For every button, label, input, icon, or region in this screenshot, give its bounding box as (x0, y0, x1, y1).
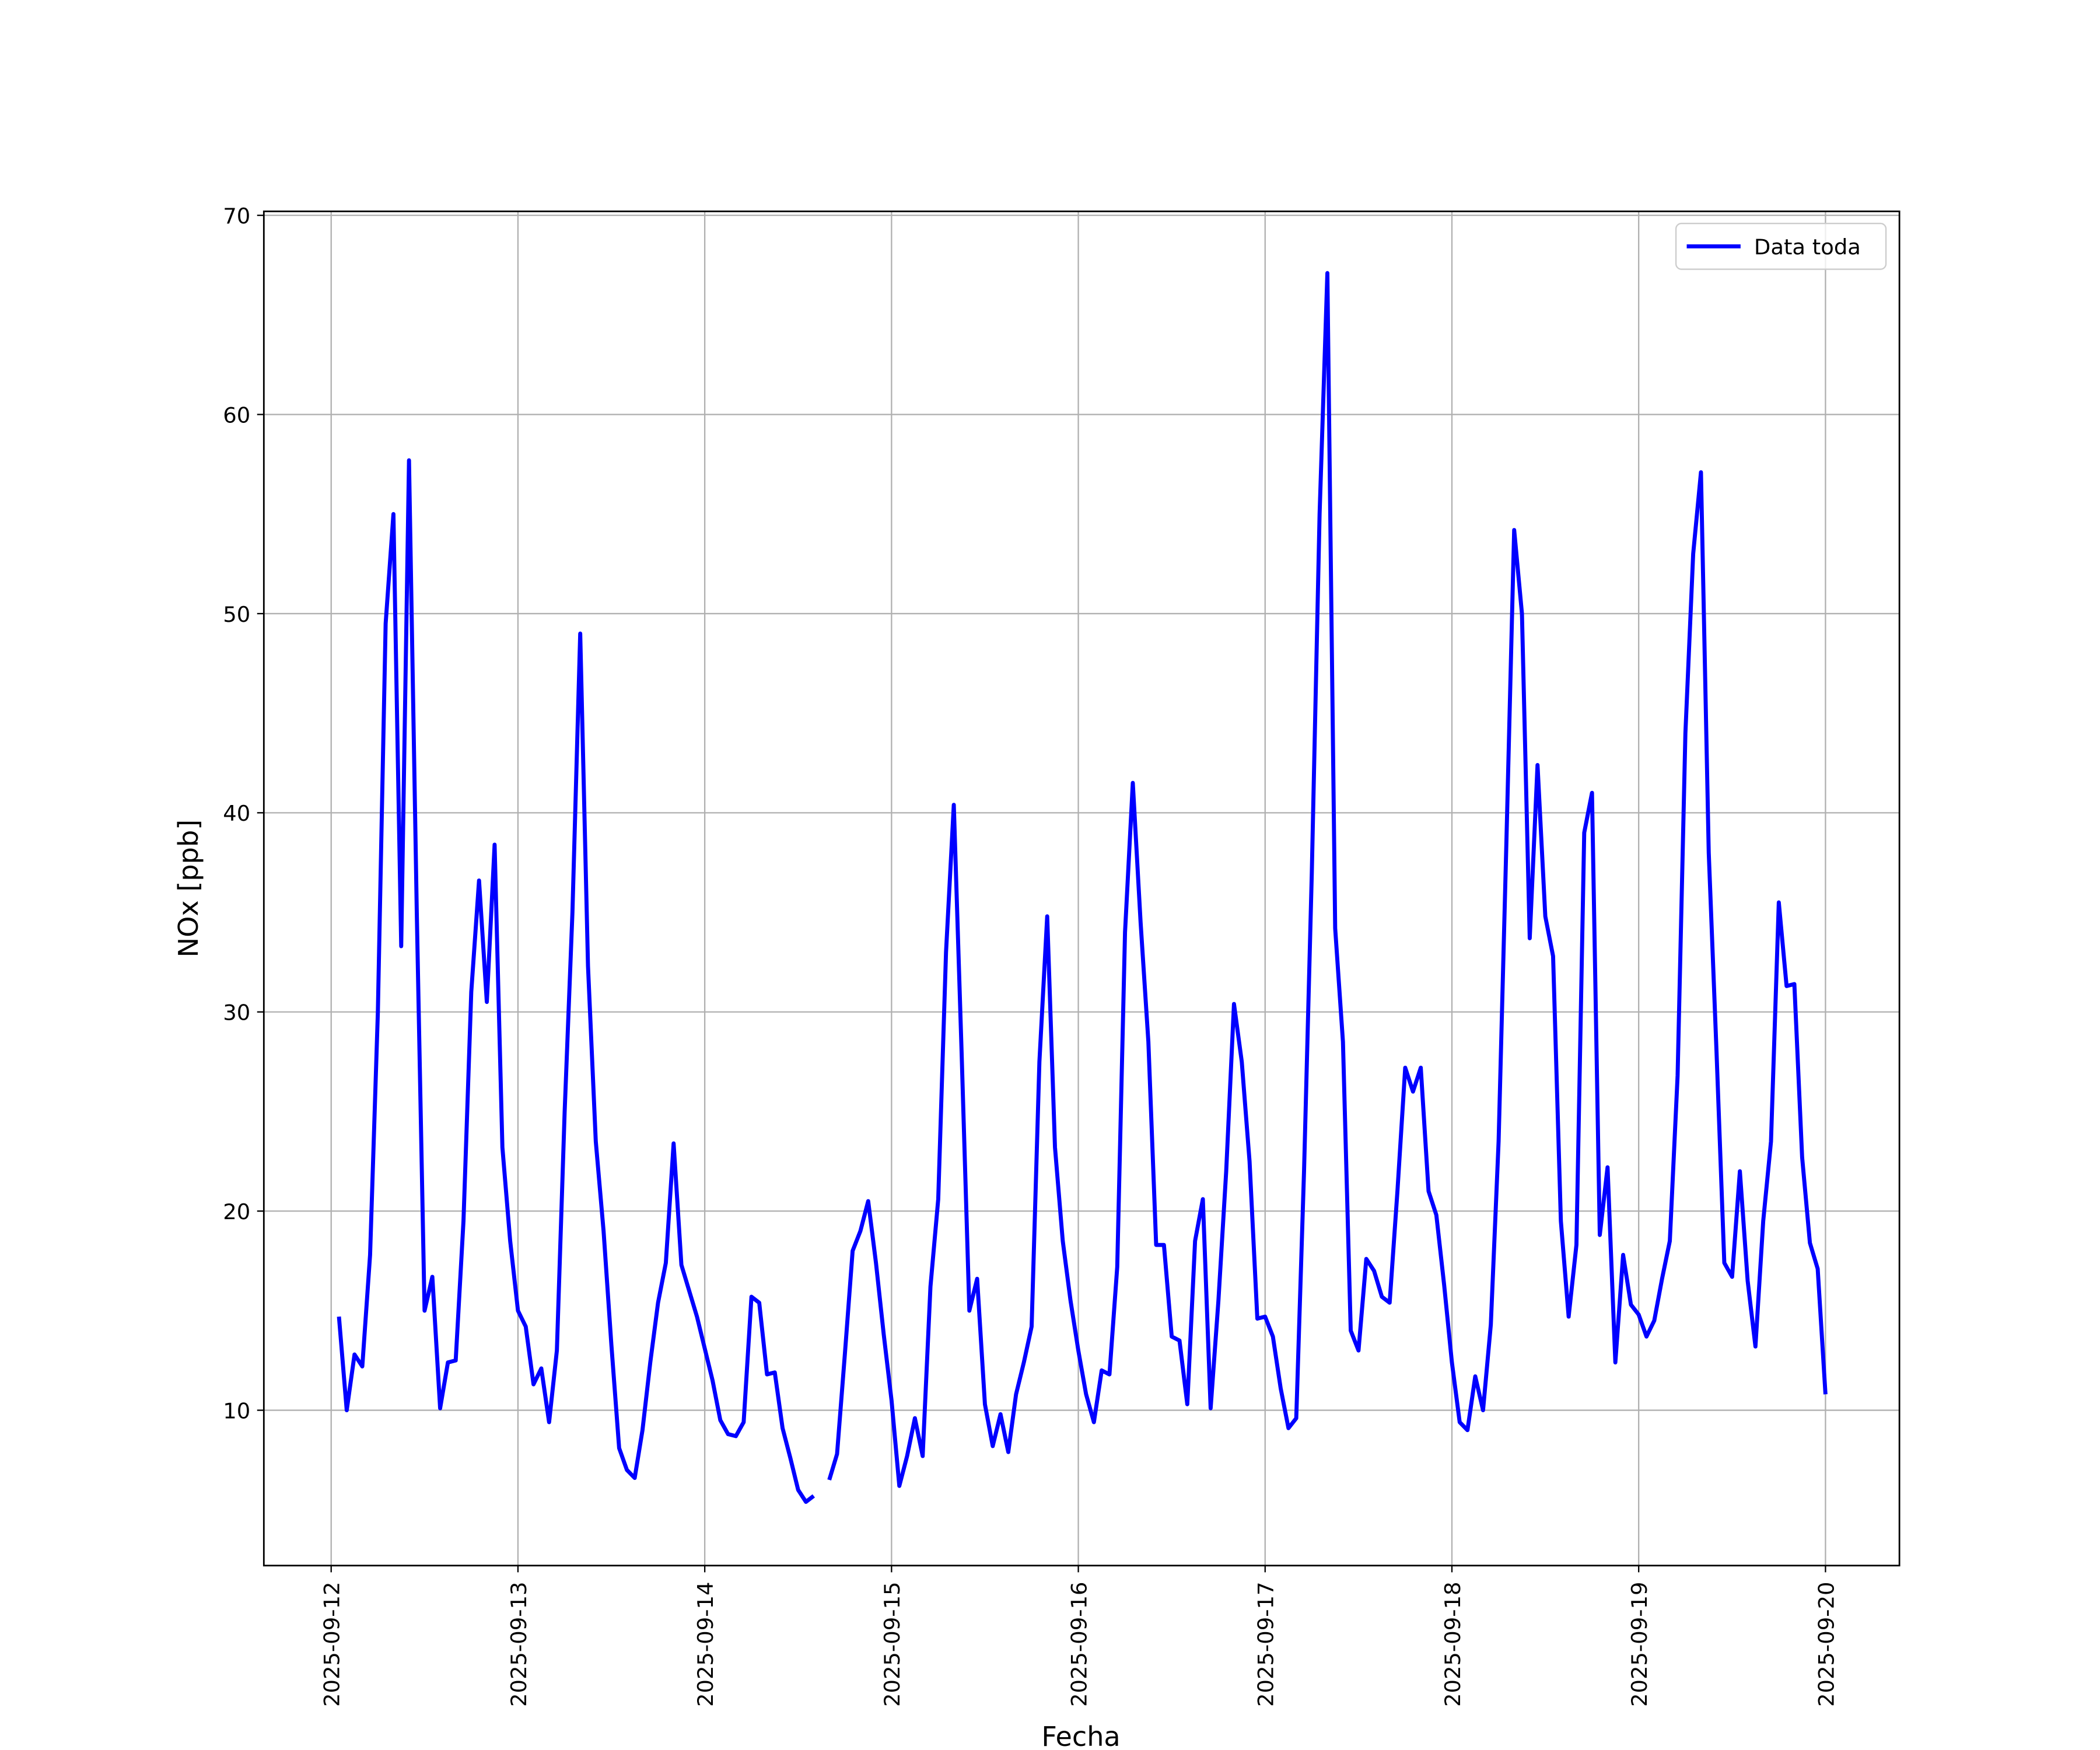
y-axis-label: NOx [ppb] (173, 820, 204, 958)
x-tick-label: 2025-09-18 (1440, 1582, 1465, 1707)
y-tick-label: 20 (223, 1199, 250, 1224)
x-axis-label: Fecha (1041, 1721, 1120, 1750)
y-tick-label: 60 (223, 402, 250, 428)
legend-box (1675, 222, 1887, 270)
x-tick-label: 2025-09-12 (320, 1582, 345, 1707)
y-tick-label: 30 (223, 1000, 250, 1026)
x-tick-label: 2025-09-14 (693, 1582, 718, 1707)
y-tick-label: 10 (223, 1398, 250, 1423)
x-tick-label: 2025-09-20 (1814, 1582, 1839, 1707)
y-tick-label: 70 (223, 204, 250, 229)
data-line (337, 271, 1828, 1504)
x-tick-label: 2025-09-15 (880, 1582, 905, 1707)
x-tick-label: 2025-09-19 (1627, 1582, 1652, 1707)
y-tick-label: 50 (223, 602, 250, 627)
plot-frame (262, 210, 1901, 1567)
x-tick-label: 2025-09-17 (1254, 1582, 1279, 1707)
legend: Data toda (1675, 222, 1887, 270)
legend-label: Data toda (1754, 235, 1861, 260)
y-tick-label: 40 (223, 801, 250, 826)
x-tick-label: 2025-09-13 (506, 1582, 531, 1707)
x-tick-label: 2025-09-16 (1066, 1582, 1091, 1707)
